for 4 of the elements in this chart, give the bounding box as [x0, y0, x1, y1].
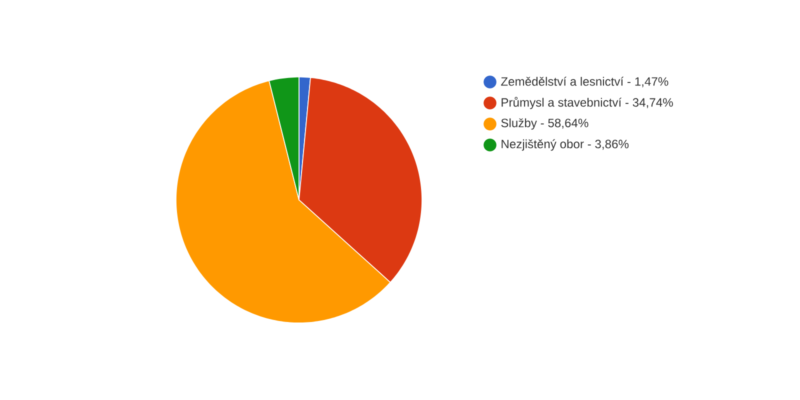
legend-label: Zemědělství a lesnictví - 1,47%: [501, 76, 668, 88]
legend-label: Služby - 58,64%: [501, 118, 588, 130]
legend-label: Průmysl a stavebnictví - 34,74%: [502, 96, 673, 110]
legend-label: Nezjištěný obor - 3,86%: [502, 139, 629, 151]
